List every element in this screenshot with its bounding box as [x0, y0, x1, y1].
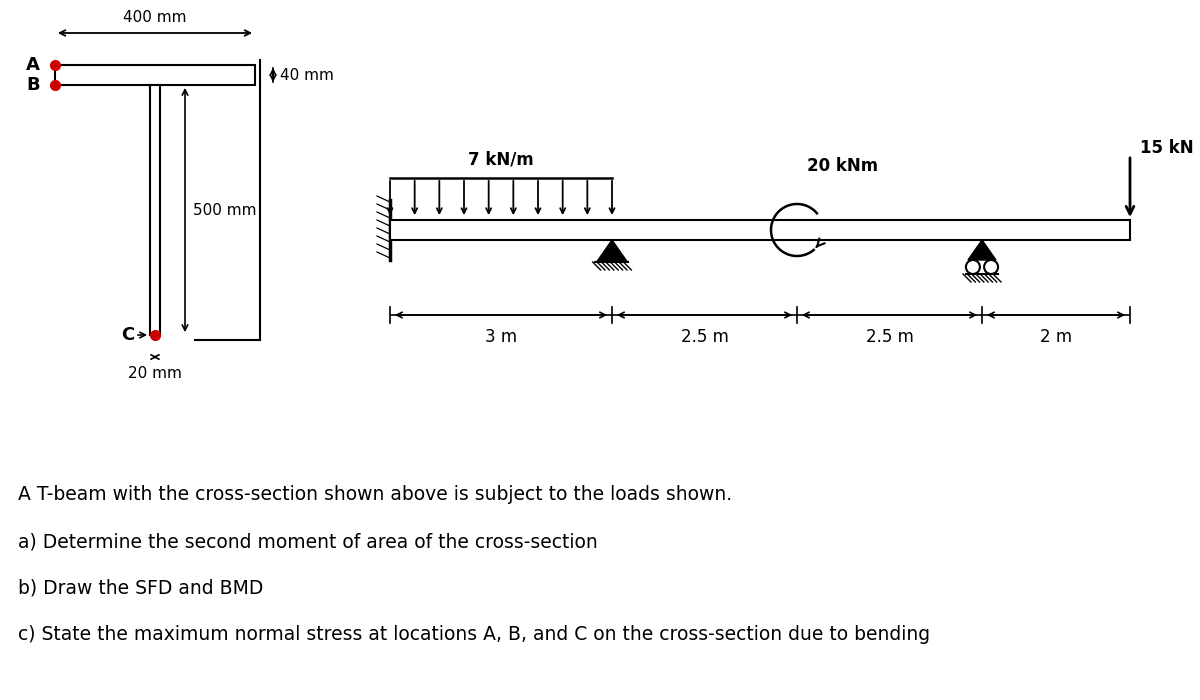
Text: c) State the maximum normal stress at locations A, B, and C on the cross-section: c) State the maximum normal stress at lo… [18, 625, 930, 644]
Text: A: A [26, 56, 40, 74]
Text: 20 mm: 20 mm [128, 366, 182, 381]
Bar [390, 220, 1130, 240]
Polygon shape [596, 240, 628, 262]
Text: 7 kN/m: 7 kN/m [468, 150, 534, 168]
Polygon shape [968, 240, 996, 260]
Text: B: B [26, 76, 40, 94]
Bar [150, 85, 160, 335]
Text: C: C [121, 326, 134, 344]
Text: a) Determine the second moment of area of the cross-section: a) Determine the second moment of area o… [18, 532, 598, 551]
Text: 15 kN: 15 kN [1140, 139, 1194, 157]
Text: 40 mm: 40 mm [280, 67, 334, 83]
Text: 20 kNm: 20 kNm [808, 157, 878, 175]
Text: 400 mm: 400 mm [124, 10, 187, 25]
Bar [55, 65, 254, 85]
Text: 2.5 m: 2.5 m [865, 328, 913, 346]
Text: 3 m: 3 m [485, 328, 517, 346]
Text: A T-beam with the cross-section shown above is subject to the loads shown.: A T-beam with the cross-section shown ab… [18, 485, 732, 504]
Text: 2 m: 2 m [1040, 328, 1072, 346]
Text: 500 mm: 500 mm [193, 202, 257, 218]
Text: b) Draw the SFD and BMD: b) Draw the SFD and BMD [18, 578, 263, 597]
Text: 2.5 m: 2.5 m [680, 328, 728, 346]
